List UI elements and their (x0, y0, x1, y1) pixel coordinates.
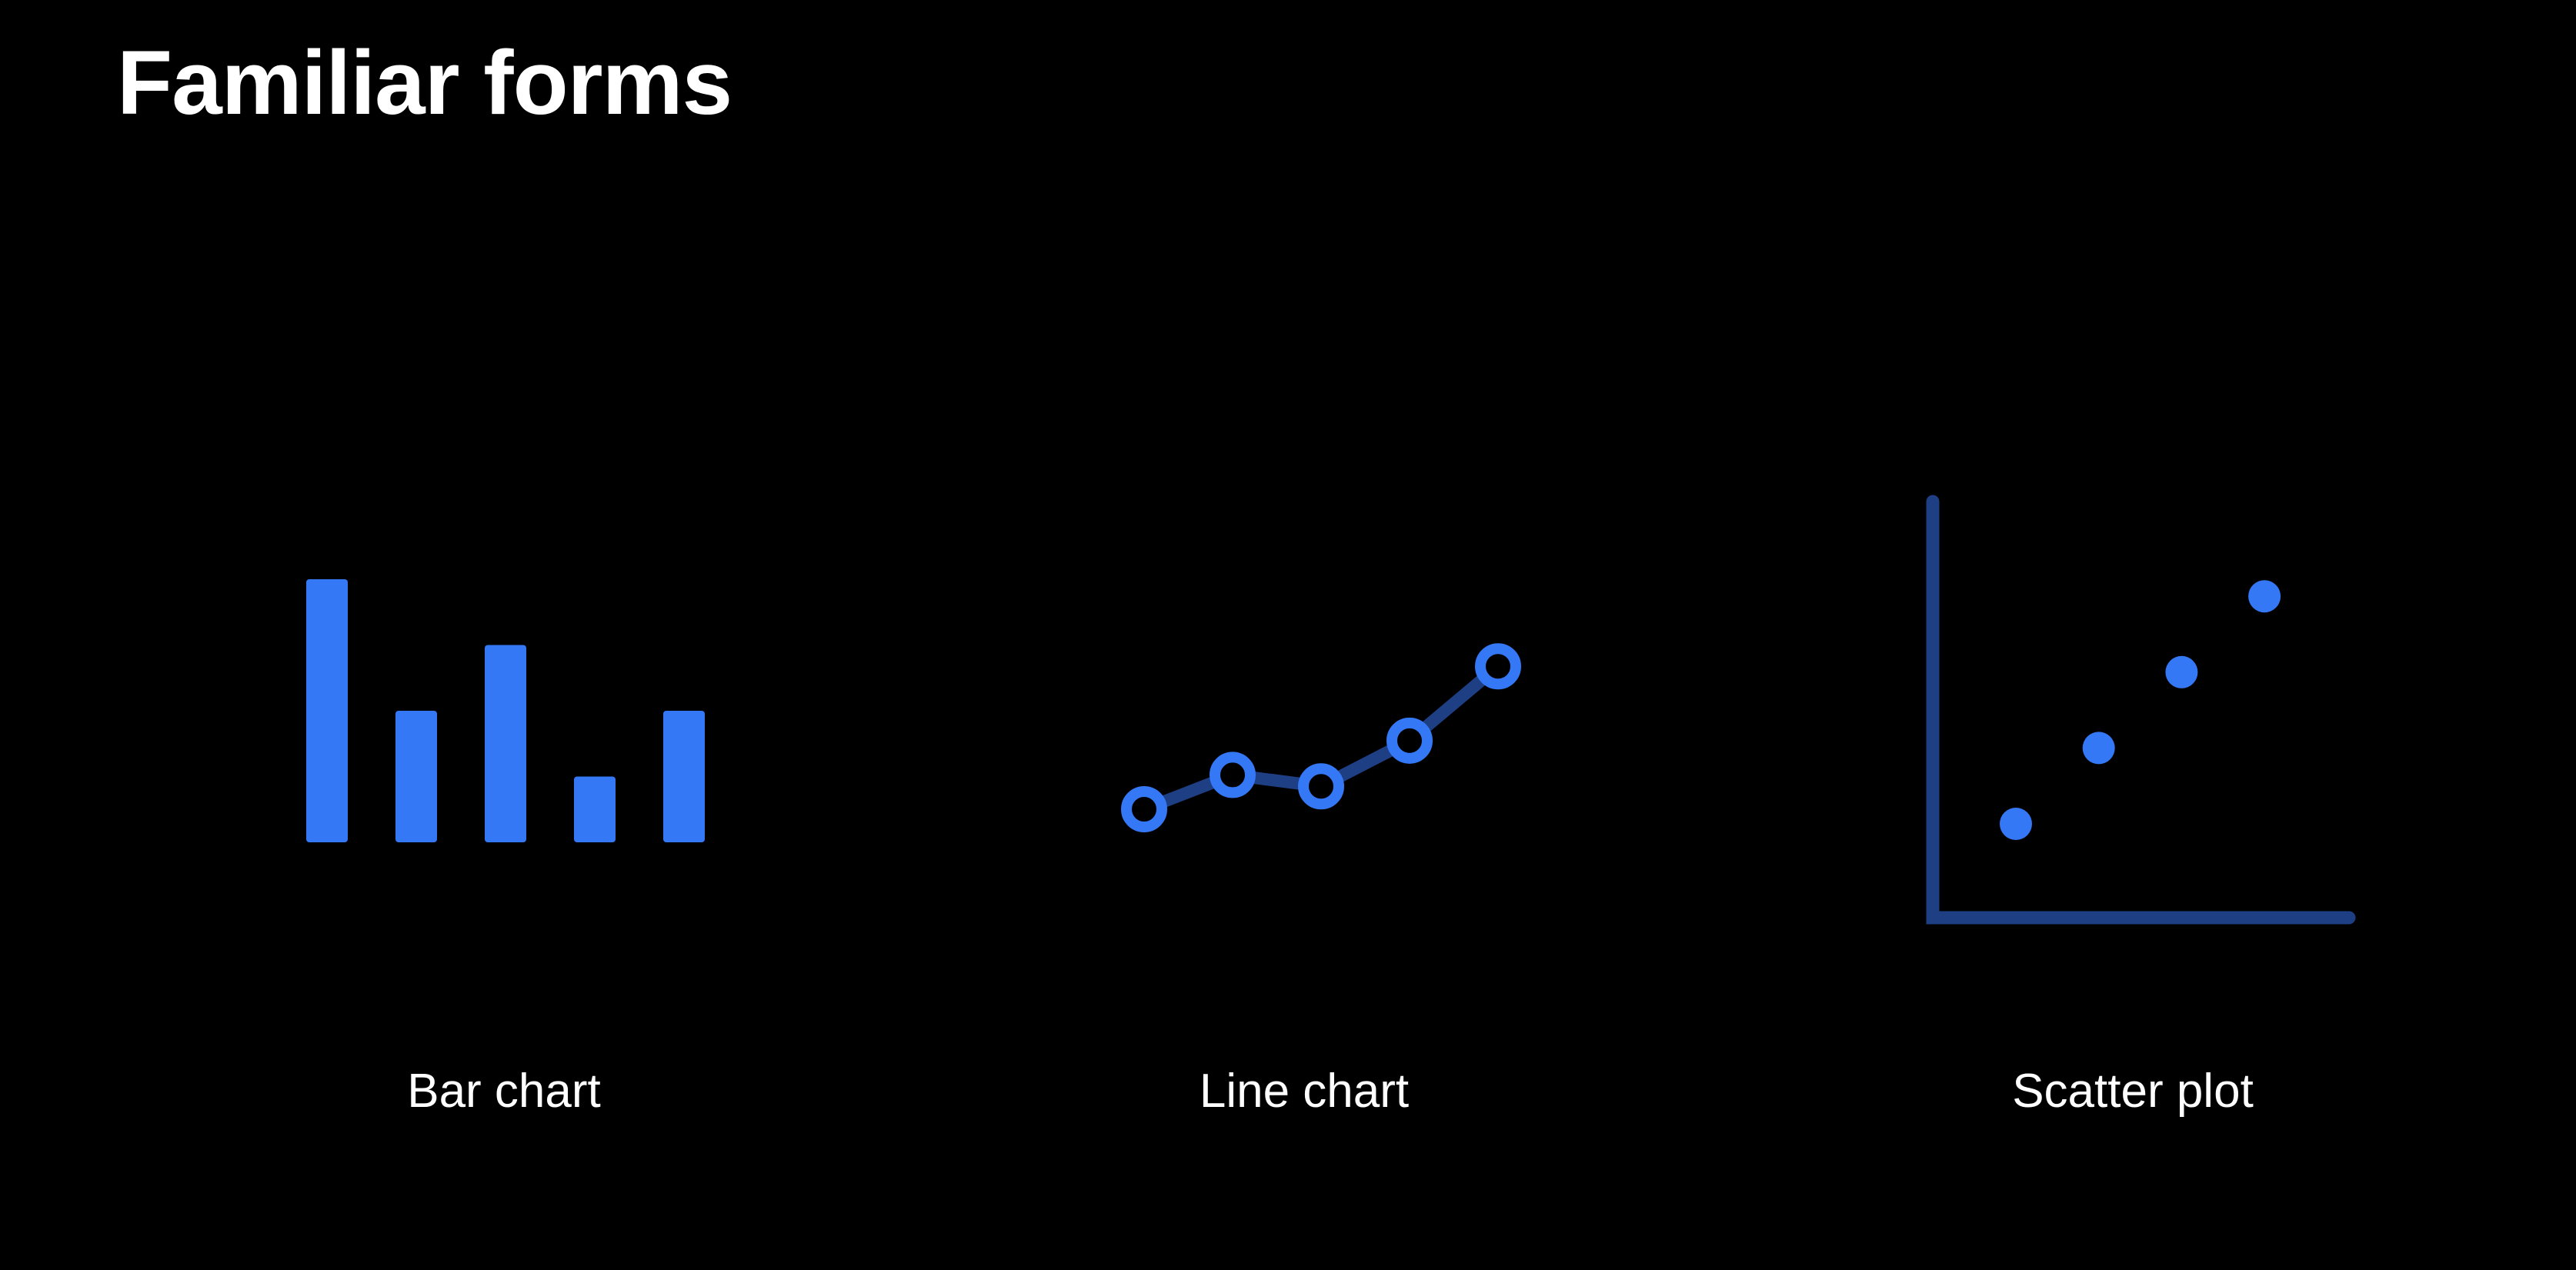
bar-chart-graphic (306, 579, 705, 842)
line-point-4 (1386, 717, 1433, 764)
line-point-2 (1210, 752, 1256, 798)
scatter-plot-graphic (1926, 495, 2356, 925)
scatter-point-4 (2248, 580, 2281, 613)
line-point-3 (1298, 763, 1344, 810)
line-point-5 (1475, 643, 1521, 690)
line-chart-graphic (1121, 643, 1521, 832)
scatter-point-3 (2165, 655, 2198, 688)
line-point-1 (1121, 786, 1167, 832)
scatter-axes (1926, 495, 2356, 925)
bar-4 (574, 776, 616, 842)
bar-chart-label: Bar chart (407, 1065, 601, 1118)
line-chart-label: Line chart (1199, 1065, 1410, 1118)
bar-3 (485, 645, 526, 842)
bar-5 (663, 711, 705, 842)
bar-1 (306, 579, 348, 842)
scatter-point-2 (2082, 732, 2115, 765)
slide-title: Familiar forms (117, 32, 732, 134)
scatter-point-1 (2000, 808, 2032, 840)
scatter-plot-label: Scatter plot (2012, 1065, 2254, 1118)
bar-2 (395, 711, 437, 842)
